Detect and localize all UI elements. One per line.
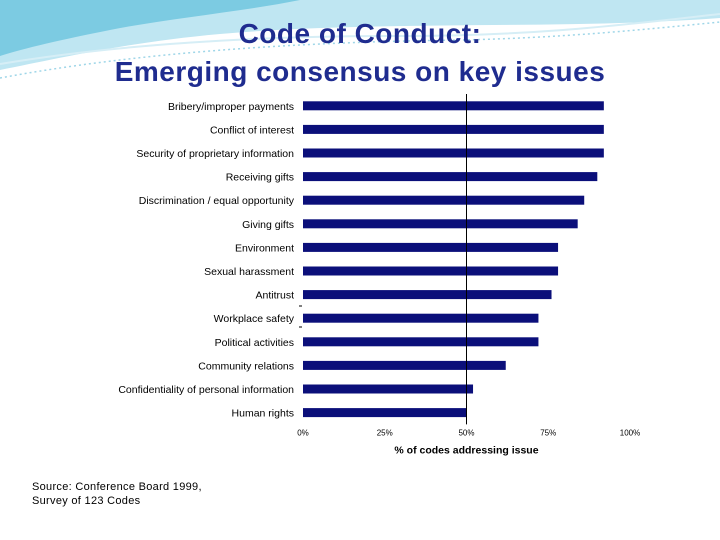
- category-label: Community relations: [198, 360, 294, 372]
- category-label: Environment: [235, 242, 294, 254]
- category-label: Antitrust: [255, 290, 294, 302]
- bar: [303, 219, 578, 229]
- x-tick-label: 25%: [377, 428, 393, 437]
- bar: [303, 101, 604, 111]
- x-tick-label: 100%: [620, 428, 640, 437]
- bar: [303, 266, 559, 276]
- category-label: Bribery/improper payments: [168, 101, 294, 113]
- category-label: Confidentiality of personal information: [118, 384, 294, 396]
- wave-band-mid: [0, 0, 300, 56]
- category-label: Human rights: [232, 408, 294, 420]
- bar: [303, 148, 604, 158]
- bar: [303, 408, 467, 418]
- x-tick-label: 50%: [458, 428, 474, 437]
- x-tick-label: 0%: [297, 428, 309, 437]
- bar: [303, 124, 604, 134]
- bar: [303, 172, 598, 182]
- slide-title-line2: Emerging consensus on key issues: [114, 56, 606, 87]
- source-note-line2: Survey of 123 Codes: [32, 495, 141, 507]
- slide-title-line1: Code of Conduct:: [238, 18, 482, 49]
- category-label: Receiving gifts: [226, 172, 294, 184]
- category-label: Conflict of interest: [210, 124, 294, 136]
- bar: [303, 313, 539, 323]
- bar: [303, 360, 506, 370]
- category-label: Security of proprietary information: [136, 148, 294, 160]
- category-label: Political activities: [215, 337, 294, 349]
- bar: [303, 195, 585, 205]
- wave-line-2: [0, 13, 720, 65]
- bar: [303, 290, 552, 300]
- x-axis-label: % of codes addressing issue: [394, 444, 538, 456]
- bar: [303, 242, 559, 252]
- source-note-line1: Source: Conference Board 1999,: [32, 481, 202, 493]
- x-tick-label: 75%: [540, 428, 556, 437]
- category-label: Giving gifts: [242, 219, 294, 231]
- category-label: Sexual harassment: [204, 266, 294, 278]
- bar: [303, 384, 474, 394]
- category-label: Discrimination / equal opportunity: [139, 195, 295, 207]
- background-waves: [0, 0, 720, 79]
- category-label: Workplace safety: [214, 313, 295, 325]
- bar: [303, 337, 539, 347]
